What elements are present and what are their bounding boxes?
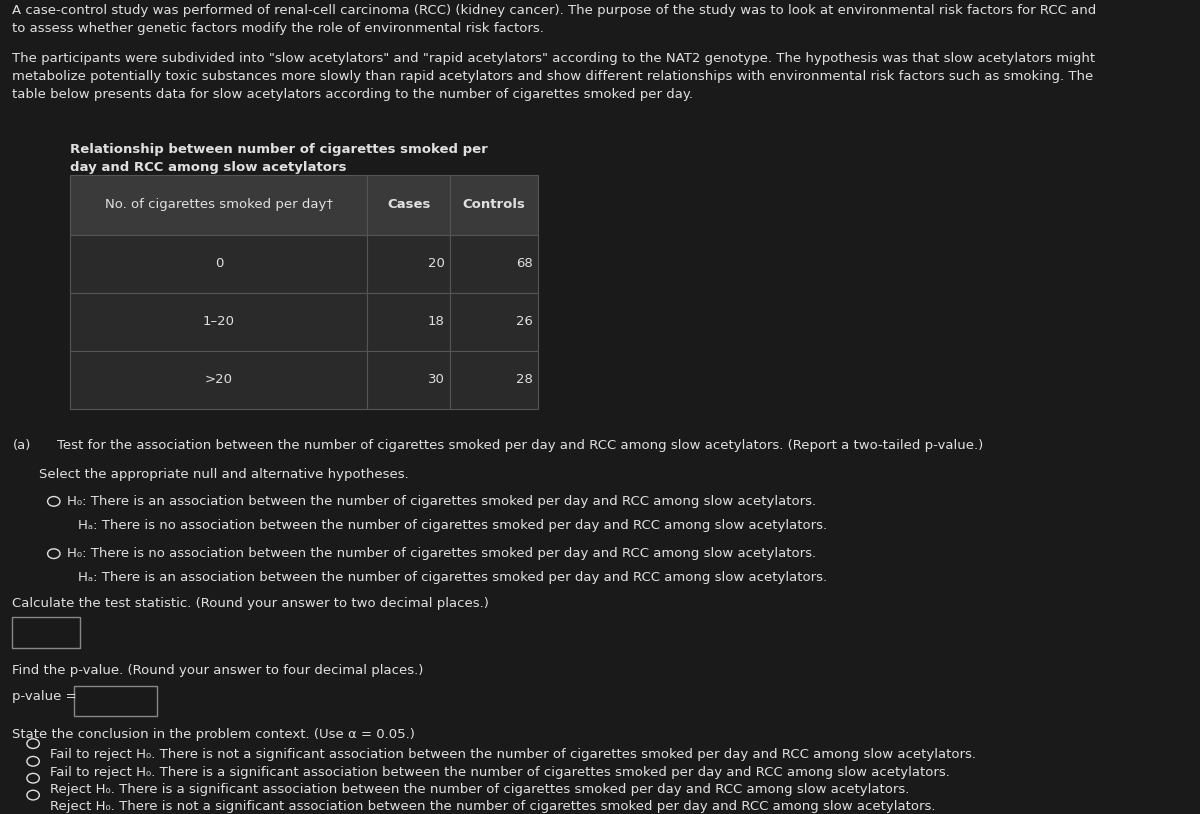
Bar [367,293,450,351]
Bar [367,235,450,293]
Text: The participants were subdivided into "slow acetylators" and "rapid acetylators": The participants were subdivided into "s… [12,52,1096,101]
Text: Hₐ: There is an association between the number of cigarettes smoked per day and : Hₐ: There is an association between the … [78,571,827,584]
Text: Reject H₀. There is a significant association between the number of cigarettes s: Reject H₀. There is a significant associ… [49,783,910,796]
Text: >20: >20 [205,374,233,387]
Text: 0: 0 [215,257,223,270]
Bar [71,235,367,293]
Text: p-value =: p-value = [12,689,77,702]
Text: Relationship between number of cigarettes smoked per: Relationship between number of cigarette… [71,143,488,156]
Text: Test for the association between the number of cigarettes smoked per day and RCC: Test for the association between the num… [56,439,983,452]
Bar [71,175,367,235]
Bar [450,293,538,351]
Bar [71,351,367,409]
Text: 18: 18 [428,315,445,328]
Bar [450,175,538,235]
Text: Select the appropriate null and alternative hypotheses.: Select the appropriate null and alternat… [40,468,409,481]
Text: State the conclusion in the problem context. (Use α = 0.05.): State the conclusion in the problem cont… [12,729,415,742]
Text: Find the p-value. (Round your answer to four decimal places.): Find the p-value. (Round your answer to … [12,664,424,677]
Text: Fail to reject H₀. There is not a significant association between the number of : Fail to reject H₀. There is not a signif… [49,748,976,761]
Bar [367,351,450,409]
Text: 68: 68 [516,257,533,270]
Text: A case-control study was performed of renal-cell carcinoma (RCC) (kidney cancer): A case-control study was performed of re… [12,4,1097,35]
Text: Calculate the test statistic. (Round your answer to two decimal places.): Calculate the test statistic. (Round you… [12,597,490,610]
Text: 26: 26 [516,315,533,328]
Text: Fail to reject H₀. There is a significant association between the number of ciga: Fail to reject H₀. There is a significan… [49,766,949,779]
Text: H₀: There is an association between the number of cigarettes smoked per day and : H₀: There is an association between the … [67,495,816,508]
Bar [450,235,538,293]
Text: Reject H₀. There is not a significant association between the number of cigarett: Reject H₀. There is not a significant as… [49,800,935,813]
Text: No. of cigarettes smoked per day†: No. of cigarettes smoked per day† [104,199,332,212]
Text: 20: 20 [428,257,445,270]
Text: day and RCC among slow acetylators: day and RCC among slow acetylators [71,161,347,174]
Bar [74,685,157,716]
Text: Hₐ: There is no association between the number of cigarettes smoked per day and : Hₐ: There is no association between the … [78,519,827,532]
Text: 28: 28 [516,374,533,387]
Bar [12,617,79,648]
Text: Controls: Controls [462,199,526,212]
Text: 30: 30 [428,374,445,387]
Bar [71,293,367,351]
Bar [450,351,538,409]
Text: Cases: Cases [386,199,431,212]
Text: (a): (a) [12,439,31,452]
Text: H₀: There is no association between the number of cigarettes smoked per day and : H₀: There is no association between the … [67,547,816,560]
Bar [367,175,450,235]
Text: 1–20: 1–20 [203,315,235,328]
